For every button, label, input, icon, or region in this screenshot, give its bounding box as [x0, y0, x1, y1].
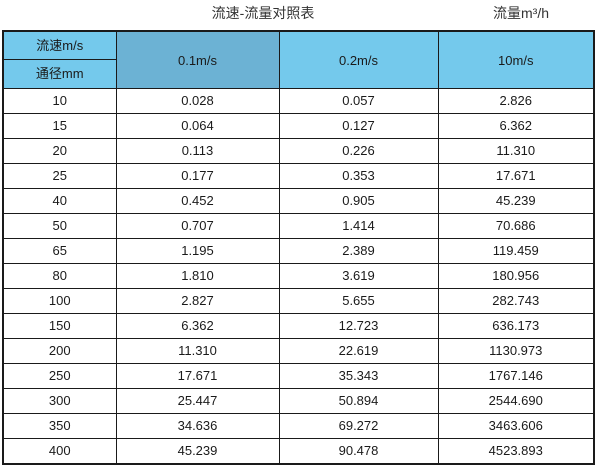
table-cell: 1130.973 — [437, 337, 595, 364]
column-header-0.2ms: 0.2m/s — [278, 30, 439, 89]
row-header-cell: 40 — [2, 187, 117, 214]
row-header-cell: 20 — [2, 137, 117, 164]
table-cell: 0.353 — [278, 162, 439, 189]
table-cell: 22.619 — [278, 337, 439, 364]
page-title: 流速-流量对照表 — [211, 5, 315, 21]
row-header-cell: 400 — [2, 437, 117, 465]
row-header-cell: 150 — [2, 312, 117, 339]
table-row: 65 1.195 2.389 119.459 — [2, 237, 595, 264]
flow-unit-label: 流量m³/h — [493, 5, 549, 21]
table-cell: 3.619 — [278, 262, 439, 289]
table-cell: 0.905 — [278, 187, 439, 214]
table-cell: 2544.690 — [437, 387, 595, 414]
table-row: 10 0.028 0.057 2.826 — [2, 88, 595, 114]
table-cell: 0.113 — [115, 137, 280, 164]
table-cell: 282.743 — [437, 287, 595, 314]
table-cell: 11.310 — [437, 137, 595, 164]
table-cell: 0.028 — [115, 88, 280, 114]
table-row: 400 45.239 90.478 4523.893 — [2, 437, 595, 465]
table-cell: 2.827 — [115, 287, 280, 314]
table-row: 250 17.671 35.343 1767.146 — [2, 362, 595, 389]
row-header-cell: 200 — [2, 337, 117, 364]
table-cell: 6.362 — [115, 312, 280, 339]
flow-rate-table: 流速m/s 通径mm 0.1m/s 0.2m/s 10m/s 10 0.028 0.… — [2, 30, 595, 465]
table-row: 50 0.707 1.414 70.686 — [2, 212, 595, 239]
row-header-cell: 50 — [2, 212, 117, 239]
table-row: 200 11.310 22.619 1130.973 — [2, 337, 595, 364]
row-header-cell: 100 — [2, 287, 117, 314]
table-cell: 0.064 — [115, 112, 280, 139]
table-cell: 119.459 — [437, 237, 595, 264]
table-body: 10 0.028 0.057 2.826 15 0.064 0.127 6.362 20 0.11… — [2, 88, 595, 465]
table-row: 25 0.177 0.353 17.671 — [2, 162, 595, 189]
table-cell: 45.239 — [115, 437, 280, 465]
table-cell: 69.272 — [278, 412, 439, 439]
title-bar: 流速-流量对照表 流量m³/h — [0, 0, 600, 30]
table-cell: 45.239 — [437, 187, 595, 214]
row-header-cell: 300 — [2, 387, 117, 414]
table-cell: 0.057 — [278, 88, 439, 114]
table-row: 20 0.113 0.226 11.310 — [2, 137, 595, 164]
table-row: 300 25.447 50.894 2544.690 — [2, 387, 595, 414]
column-header-0.1ms: 0.1m/s — [115, 30, 280, 89]
table-row: 15 0.064 0.127 6.362 — [2, 112, 595, 139]
table-cell: 4523.893 — [437, 437, 595, 465]
table-cell: 17.671 — [437, 162, 595, 189]
table-cell: 5.655 — [278, 287, 439, 314]
table-row: 150 6.362 12.723 636.173 — [2, 312, 595, 339]
corner-diameter-label: 通径mm — [35, 66, 84, 81]
row-header-cell: 25 — [2, 162, 117, 189]
column-header-10ms: 10m/s — [437, 30, 595, 89]
row-header-cell: 350 — [2, 412, 117, 439]
table-cell: 34.636 — [115, 412, 280, 439]
table-cell: 0.707 — [115, 212, 280, 239]
table-cell: 12.723 — [278, 312, 439, 339]
table-cell: 180.956 — [437, 262, 595, 289]
table-cell: 25.447 — [115, 387, 280, 414]
table-cell: 1.414 — [278, 212, 439, 239]
table-row: 350 34.636 69.272 3463.606 — [2, 412, 595, 439]
row-header-cell: 80 — [2, 262, 117, 289]
table-cell: 11.310 — [115, 337, 280, 364]
table-cell: 0.127 — [278, 112, 439, 139]
table-row: 100 2.827 5.655 282.743 — [2, 287, 595, 314]
table-cell: 2.826 — [437, 88, 595, 114]
table-cell: 50.894 — [278, 387, 439, 414]
table-cell: 90.478 — [278, 437, 439, 465]
corner-velocity-label: 流速m/s — [4, 32, 115, 60]
table-cell: 6.362 — [437, 112, 595, 139]
row-header-cell: 15 — [2, 112, 117, 139]
table-cell: 0.226 — [278, 137, 439, 164]
corner-header-cell: 流速m/s 通径mm — [2, 30, 117, 89]
table-cell: 1.195 — [115, 237, 280, 264]
table-cell: 1.810 — [115, 262, 280, 289]
table-cell: 0.177 — [115, 162, 280, 189]
table-cell: 35.343 — [278, 362, 439, 389]
row-header-cell: 250 — [2, 362, 117, 389]
row-header-cell: 65 — [2, 237, 117, 264]
table-row: 40 0.452 0.905 45.239 — [2, 187, 595, 214]
table-cell: 2.389 — [278, 237, 439, 264]
table-cell: 3463.606 — [437, 412, 595, 439]
table-cell: 0.452 — [115, 187, 280, 214]
table-cell: 70.686 — [437, 212, 595, 239]
table-row: 80 1.810 3.619 180.956 — [2, 262, 595, 289]
table-cell: 17.671 — [115, 362, 280, 389]
table-cell: 1767.146 — [437, 362, 595, 389]
table-cell: 636.173 — [437, 312, 595, 339]
row-header-cell: 10 — [2, 88, 117, 114]
table-header-row: 流速m/s 通径mm 0.1m/s 0.2m/s 10m/s — [2, 30, 595, 89]
